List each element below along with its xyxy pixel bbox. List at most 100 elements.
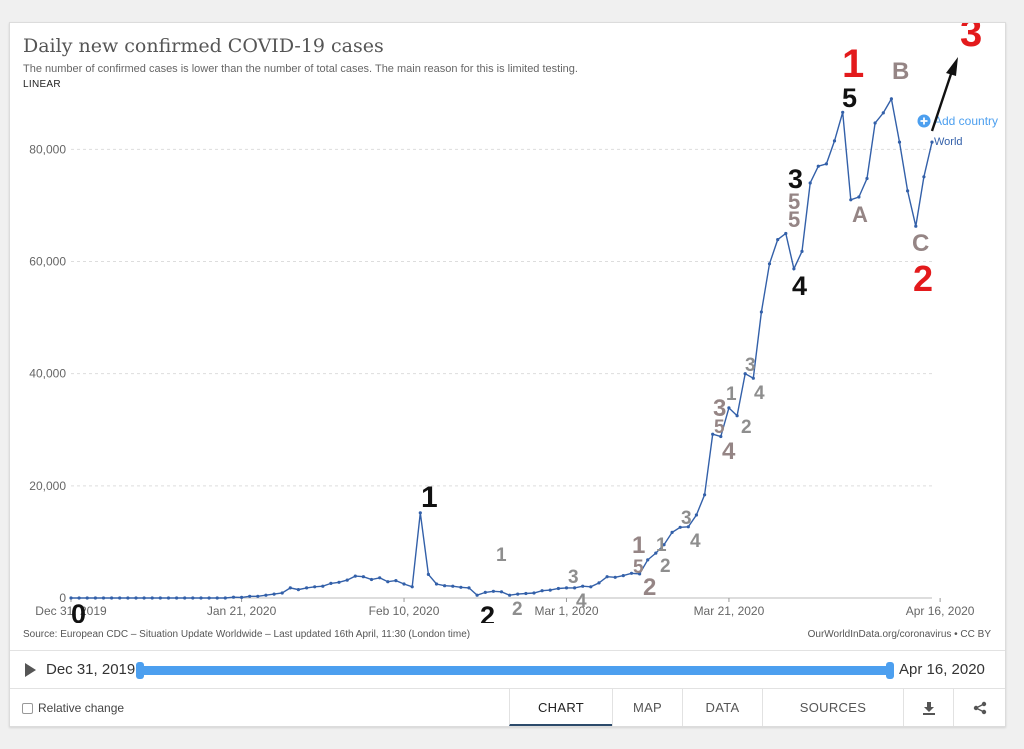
relative-change-toggle[interactable]: Relative change: [22, 701, 124, 715]
data-point: [800, 249, 804, 253]
data-point: [378, 576, 382, 580]
data-point: [386, 580, 390, 584]
data-point: [508, 593, 512, 597]
annotation-label: 4: [754, 383, 765, 404]
annotation-label: 2: [913, 258, 933, 299]
data-point: [443, 584, 447, 588]
data-point: [735, 414, 739, 418]
data-point: [459, 585, 463, 589]
data-point: [532, 591, 536, 595]
data-point: [191, 596, 195, 600]
data-point: [207, 596, 211, 600]
data-point: [150, 596, 154, 600]
timeline-start-handle[interactable]: [136, 662, 144, 679]
share-button[interactable]: [953, 689, 1005, 726]
data-point: [296, 588, 300, 592]
timeline-end-handle[interactable]: [886, 662, 894, 679]
data-point: [524, 591, 528, 596]
relative-change-checkbox[interactable]: [22, 702, 33, 714]
data-point: [646, 558, 650, 562]
data-point: [686, 525, 690, 529]
data-point: [865, 176, 869, 181]
annotation-label: 5: [788, 189, 800, 214]
data-point: [158, 596, 162, 600]
data-point: [654, 551, 658, 555]
tab-chart[interactable]: CHART: [509, 689, 612, 726]
data-point: [516, 592, 520, 596]
scale-toggle-button[interactable]: LINEAR: [23, 79, 61, 90]
timeline-end-label: Apr 16, 2020: [899, 661, 985, 678]
x-tick-label: Mar 21, 2020: [694, 604, 765, 618]
annotation-label: 5: [788, 207, 800, 232]
y-tick-label: 0: [59, 591, 66, 605]
annotation-label: 4: [792, 271, 807, 301]
add-country-button[interactable]: Add country: [917, 114, 999, 128]
tab-map[interactable]: MAP: [612, 689, 682, 726]
data-point: [719, 434, 723, 439]
annotation-label: 1: [842, 42, 864, 86]
data-point: [857, 195, 861, 199]
data-point: [662, 543, 666, 547]
tab-data[interactable]: DATA: [682, 689, 762, 726]
data-point: [889, 97, 894, 101]
data-point: [410, 585, 414, 589]
data-point: [280, 591, 284, 595]
data-point: [751, 376, 755, 380]
data-point: [759, 310, 764, 314]
annotation-label: 1: [726, 384, 737, 405]
source-note: Source: European CDC – Situation Update …: [23, 629, 471, 640]
data-point: [272, 592, 276, 596]
data-point: [345, 578, 349, 582]
play-icon[interactable]: [25, 663, 36, 677]
data-point: [703, 493, 707, 497]
annotation-label: 3: [745, 355, 756, 376]
annotation-label: 1: [421, 481, 438, 514]
data-point: [638, 572, 642, 576]
data-point: [581, 584, 585, 588]
tab-sources[interactable]: SOURCES: [762, 689, 903, 726]
share-icon: [973, 701, 986, 714]
plus-icon-glyph: [920, 117, 928, 125]
annotation-label: 1: [496, 545, 507, 566]
data-point: [816, 164, 820, 168]
data-point: [215, 596, 219, 600]
timeline-start-label: Dec 31, 2019: [46, 661, 136, 678]
credit-link[interactable]: OurWorldInData.org/coronavirus • CC BY: [807, 629, 991, 640]
data-point: [248, 594, 252, 598]
relative-change-label: Relative change: [38, 701, 125, 715]
data-point: [540, 589, 544, 593]
annotation-arrow-shaft: [930, 70, 954, 132]
data-point: [93, 596, 97, 600]
annotation-label: 5: [633, 557, 644, 578]
data-point: [118, 596, 122, 600]
annotation-label: 5: [714, 417, 725, 438]
annotation-label: 1: [632, 532, 645, 559]
download-button[interactable]: [903, 689, 953, 726]
data-point: [369, 577, 374, 582]
x-tick-label: Feb 10, 2020: [369, 604, 440, 618]
data-point: [402, 582, 406, 586]
data-point: [183, 596, 187, 600]
data-point: [426, 572, 430, 577]
timeline-track[interactable]: [138, 666, 890, 675]
data-point: [784, 231, 788, 236]
annotation-label: 3: [788, 164, 803, 194]
data-point: [897, 140, 902, 144]
data-point: [313, 585, 317, 589]
annotation-label: 2: [643, 574, 656, 601]
data-point: [808, 181, 812, 185]
data-point: [727, 406, 731, 410]
download-icon: [922, 701, 935, 715]
data-point: [589, 585, 593, 589]
data-point: [711, 432, 715, 436]
data-point: [573, 586, 577, 590]
data-point: [629, 571, 634, 575]
data-point: [873, 121, 877, 125]
annotation-label: 2: [480, 601, 495, 623]
data-point: [329, 581, 333, 586]
annotation-arrow-head: [946, 57, 958, 76]
timeline-bar: Dec 31, 2019 Apr 16, 2020: [10, 650, 1005, 688]
data-point: [264, 593, 268, 597]
data-point: [175, 596, 179, 600]
data-point: [321, 584, 325, 588]
